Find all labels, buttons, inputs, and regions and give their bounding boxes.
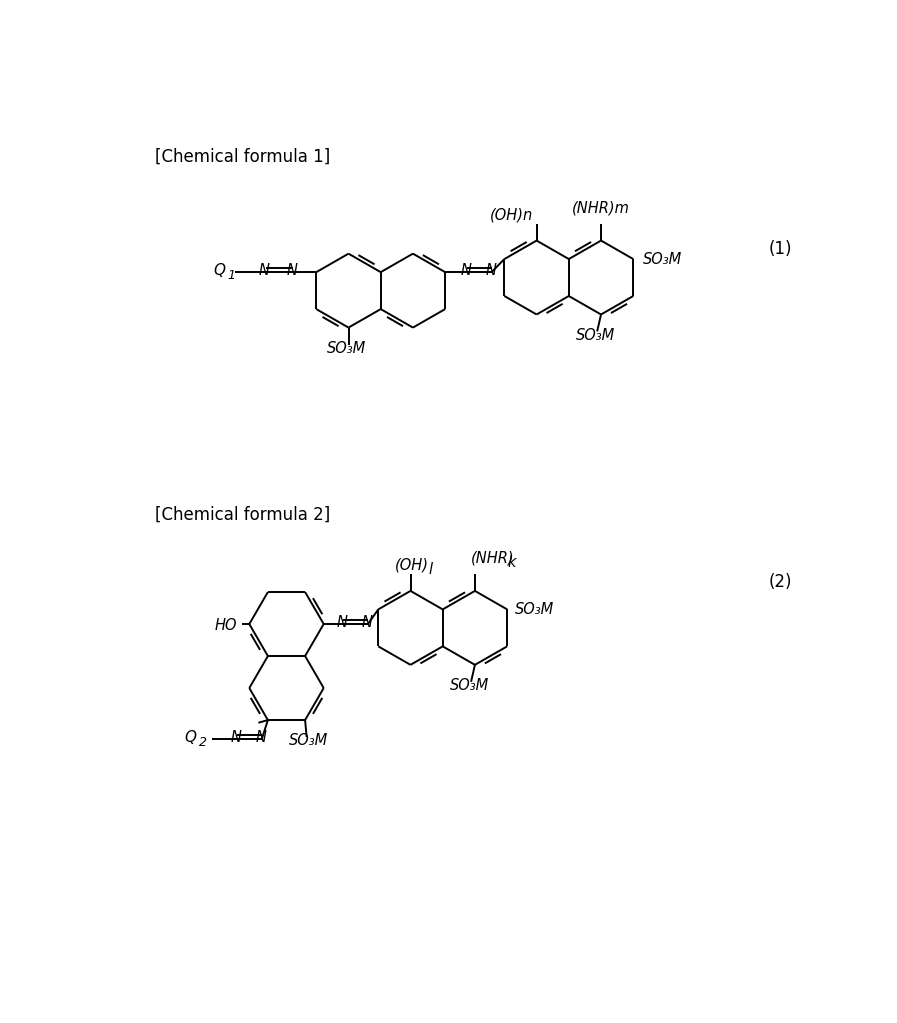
Text: 2: 2 bbox=[199, 737, 207, 749]
Text: N: N bbox=[460, 263, 472, 278]
Text: N: N bbox=[485, 263, 496, 278]
Text: SO₃M: SO₃M bbox=[515, 602, 554, 617]
Text: (NHR)m: (NHR)m bbox=[572, 201, 630, 215]
Text: N: N bbox=[259, 263, 270, 278]
Text: 1: 1 bbox=[227, 269, 235, 282]
Text: Q: Q bbox=[185, 730, 196, 745]
Text: SO₃M: SO₃M bbox=[642, 252, 682, 267]
Text: $\it{k}$: $\it{k}$ bbox=[508, 554, 518, 570]
Text: SO₃M: SO₃M bbox=[450, 678, 489, 694]
Text: N: N bbox=[361, 615, 372, 630]
Text: (1): (1) bbox=[769, 240, 792, 259]
Text: [Chemical formula 2]: [Chemical formula 2] bbox=[155, 505, 330, 524]
Text: SO₃M: SO₃M bbox=[290, 732, 328, 748]
Text: N: N bbox=[231, 730, 241, 745]
Text: N: N bbox=[336, 615, 348, 630]
Text: N: N bbox=[287, 263, 298, 278]
Text: [Chemical formula 1]: [Chemical formula 1] bbox=[155, 148, 330, 166]
Text: N: N bbox=[256, 730, 266, 745]
Text: SO₃M: SO₃M bbox=[327, 341, 367, 356]
Text: SO₃M: SO₃M bbox=[576, 328, 615, 343]
Text: HO: HO bbox=[214, 618, 237, 633]
Text: (OH)n: (OH)n bbox=[490, 208, 534, 223]
Text: (OH): (OH) bbox=[395, 558, 429, 572]
Text: Q: Q bbox=[213, 263, 225, 277]
Text: $\it{l}$: $\it{l}$ bbox=[428, 561, 433, 577]
Text: (2): (2) bbox=[769, 573, 792, 591]
Text: (NHR): (NHR) bbox=[471, 550, 515, 566]
